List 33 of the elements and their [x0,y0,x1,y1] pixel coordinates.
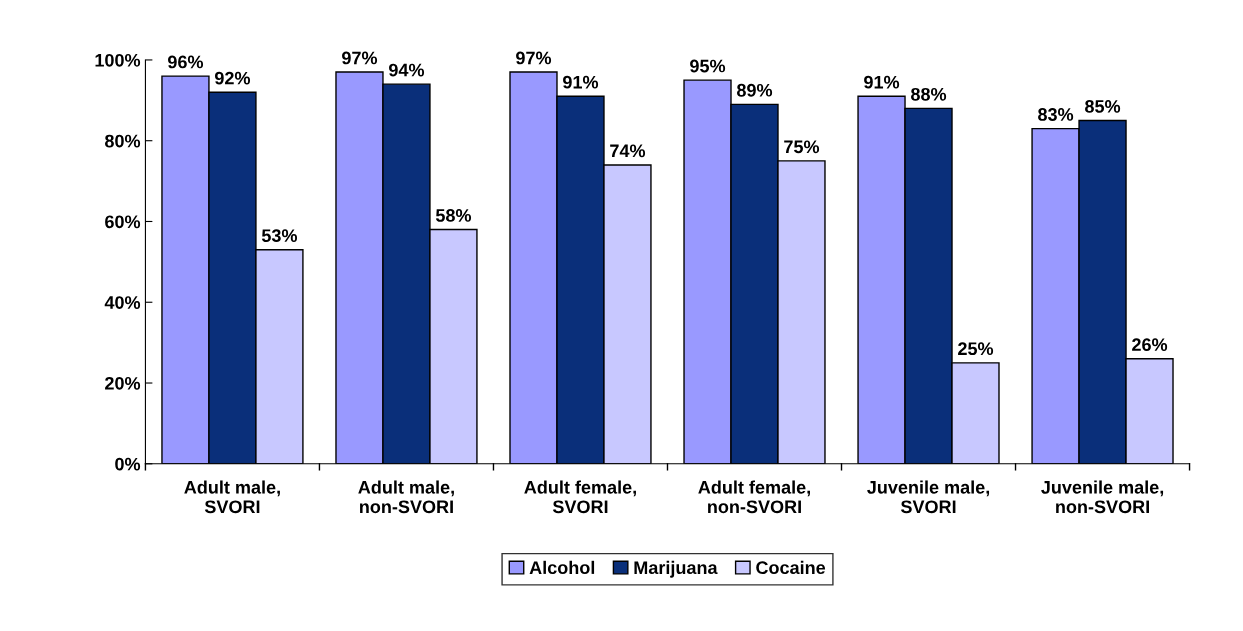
data-label: 89% [737,83,773,97]
data-label: 97% [342,51,378,65]
x-tick-label: Adult male, non-SVORI [358,480,454,514]
legend-label: Marijuana [634,560,718,578]
data-label: 58% [435,209,472,222]
data-label: 74% [610,144,646,158]
data-label: 26% [1132,338,1168,352]
y-tick-label: 80% [105,134,141,148]
y-tick-label: 100% [95,53,141,67]
data-label: 95% [690,59,726,73]
x-tick-label: Adult female, non-SVORI [698,480,810,514]
data-label: 96% [168,55,204,69]
y-tick-label: 60% [105,215,141,229]
legend-label: Cocaine [756,560,826,575]
x-tick-label: Juvenile male, SVORI [867,480,990,514]
data-label: 91% [563,75,599,89]
y-tick-label: 0% [115,457,141,471]
legend-label: Alcohol [529,560,595,575]
data-label: 75% [784,140,820,154]
x-tick-label: Adult female, SVORI [524,480,636,514]
data-label: 92% [215,71,251,85]
y-tick-label: 40% [104,296,141,309]
data-label: 53% [261,229,298,243]
data-label: 97% [516,51,552,65]
data-label: 85% [1085,100,1121,113]
y-tick-label: 20% [105,376,141,390]
x-tick-label: Adult male, SVORI [184,480,280,514]
data-label: 88% [911,87,947,101]
x-tick-label: Juvenile male, non-SVORI [1041,480,1164,514]
data-label: 94% [389,63,425,77]
data-label: 25% [958,342,994,356]
data-label: 83% [1038,108,1074,121]
data-label: 91% [864,75,900,89]
